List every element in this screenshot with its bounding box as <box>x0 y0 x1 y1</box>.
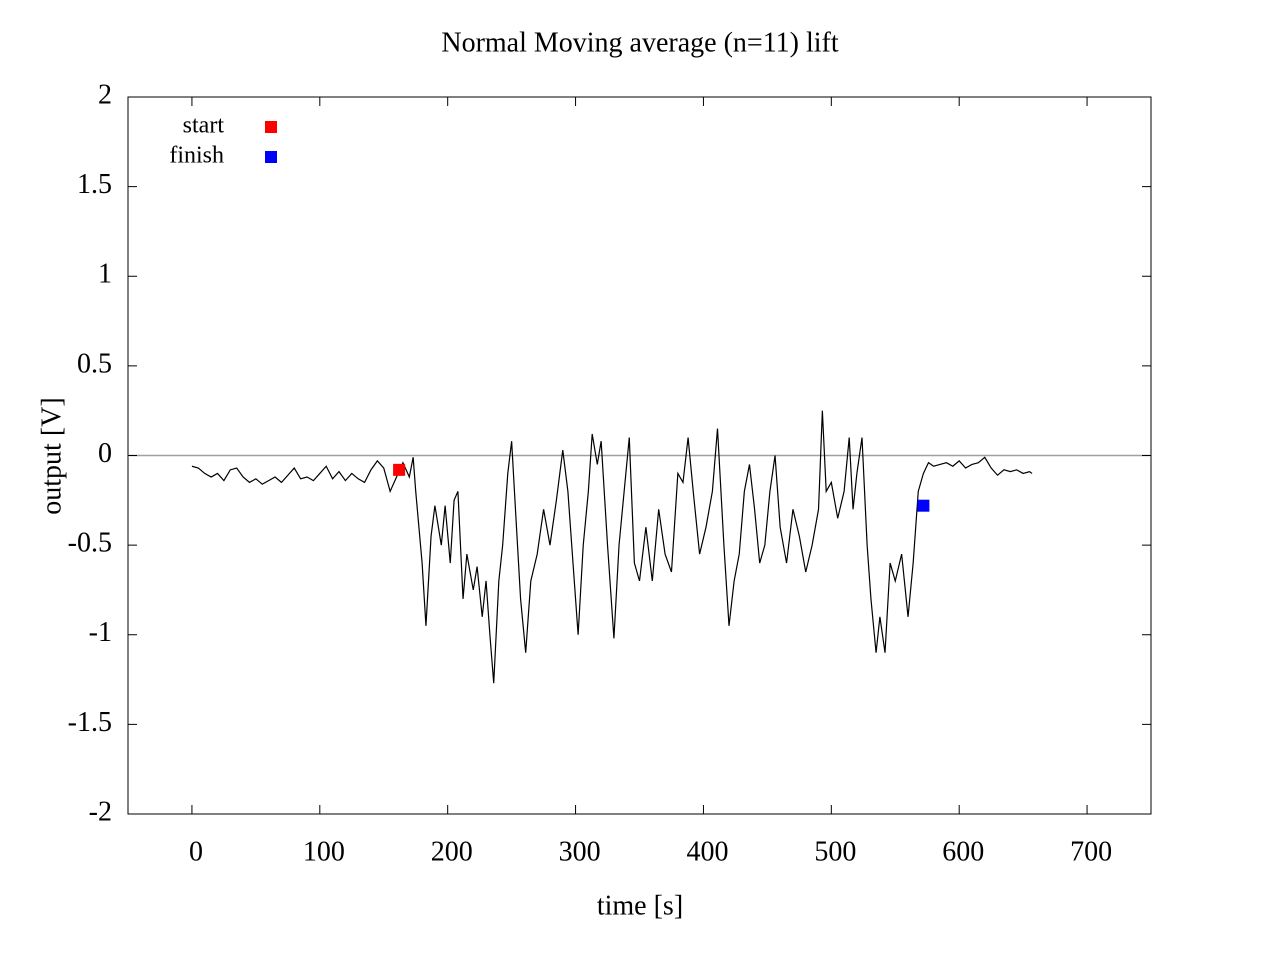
y-tick-label: -0.5 <box>68 528 112 559</box>
x-tick-label: 300 <box>559 836 601 867</box>
y-tick-label: -1.5 <box>68 707 112 738</box>
point-marker <box>393 463 406 476</box>
y-tick-label: 1.5 <box>77 169 112 200</box>
x-tick-label: 200 <box>431 836 473 867</box>
y-tick-label: 0.5 <box>77 348 112 379</box>
y-tick-label: 2 <box>98 79 112 110</box>
y-tick-label: -2 <box>89 796 112 827</box>
x-tick-label: 600 <box>942 836 984 867</box>
x-tick-label: 400 <box>686 836 728 867</box>
y-tick-label: 0 <box>98 438 112 469</box>
legend-swatch <box>265 121 277 133</box>
x-axis-label: time [s] <box>597 890 683 921</box>
point-marker <box>917 499 930 512</box>
y-tick-label: 1 <box>98 259 112 290</box>
y-axis-label: output [V] <box>36 397 67 514</box>
y-tick-label: -1 <box>89 617 112 648</box>
x-tick-label: 500 <box>814 836 856 867</box>
legend-label: start <box>183 113 225 139</box>
x-tick-label: 700 <box>1070 836 1112 867</box>
data-line <box>191 410 1033 684</box>
chart-title: Normal Moving average (n=11) lift <box>441 27 839 58</box>
x-tick-label: 0 <box>189 836 203 867</box>
legend-label: finish <box>169 143 224 169</box>
x-tick-label: 100 <box>303 836 345 867</box>
legend-swatch <box>265 151 277 163</box>
